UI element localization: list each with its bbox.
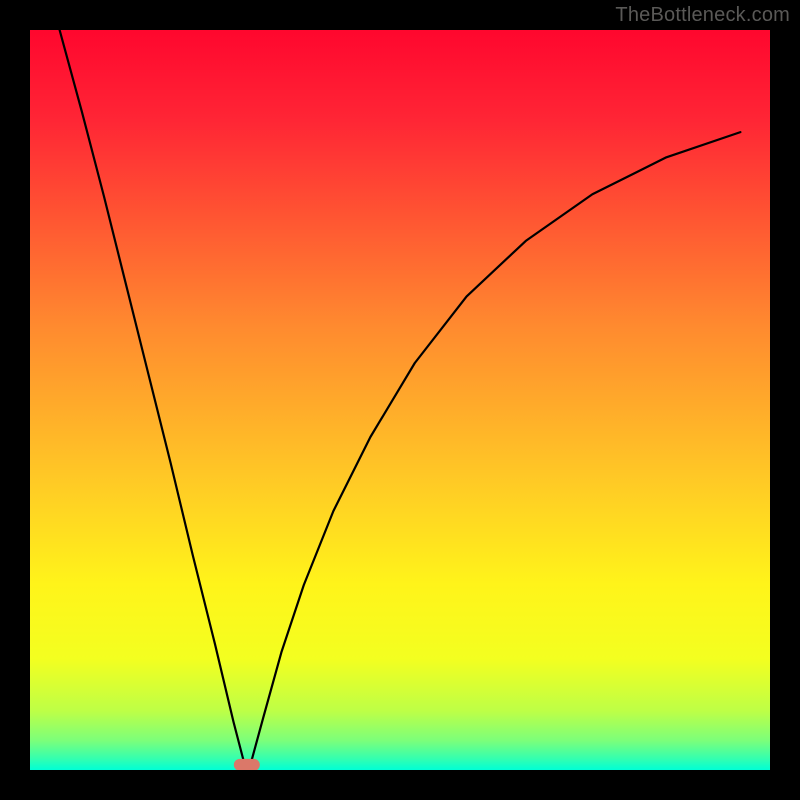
chart-container: TheBottleneck.com: [0, 0, 800, 800]
optimal-marker: [234, 759, 260, 771]
bottleneck-chart: [0, 0, 800, 800]
plot-area: [30, 30, 770, 770]
watermark-text: TheBottleneck.com: [615, 4, 790, 27]
